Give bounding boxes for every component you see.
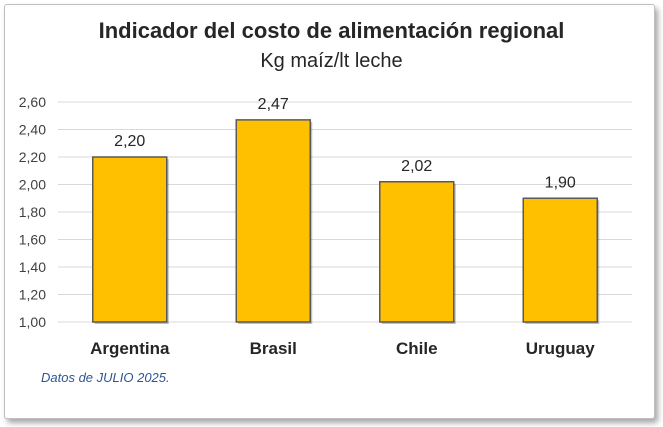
x-tick-label: Uruguay [526, 339, 596, 358]
data-label: 2,02 [401, 158, 432, 175]
y-tick-label: 2,40 [19, 122, 46, 138]
chart-subtitle: Kg maíz/lt leche [260, 50, 403, 72]
data-label: 2,20 [114, 133, 145, 150]
y-tick-label: 2,60 [19, 94, 46, 110]
bar [92, 156, 168, 323]
x-tick-label: Chile [396, 339, 438, 358]
bar [235, 119, 311, 323]
footnote: Datos de JULIO 2025. [41, 370, 170, 385]
x-tick-label: Argentina [90, 339, 170, 358]
y-tick-label: 1,20 [19, 287, 46, 303]
x-tick-label: Brasil [250, 339, 297, 358]
y-tick-label: 1,00 [19, 314, 46, 330]
data-label: 1,90 [545, 174, 576, 191]
y-tick-label: 1,80 [19, 204, 46, 220]
y-tick-label: 1,40 [19, 259, 46, 275]
y-tick-label: 2,00 [19, 177, 46, 193]
data-label: 2,47 [258, 96, 289, 113]
bar [522, 197, 598, 323]
bar [379, 181, 455, 323]
y-tick-label: 1,60 [19, 232, 46, 248]
y-tick-label: 2,20 [19, 149, 46, 165]
chart-title: Indicador del costo de alimentación regi… [98, 18, 565, 43]
